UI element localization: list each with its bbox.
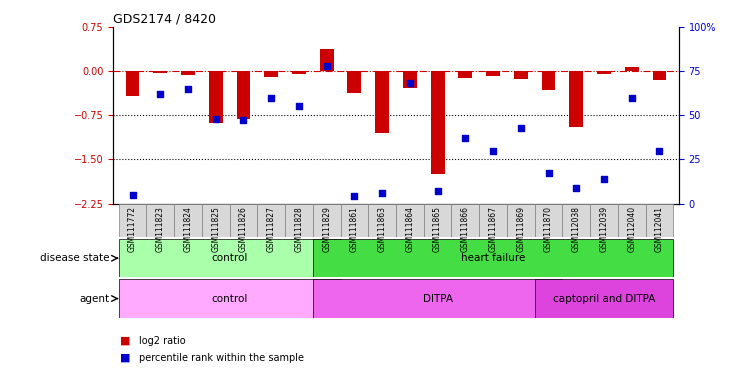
Bar (313, 280, 562, 318)
Point (542, 170, 554, 177)
Bar (313, 204, 341, 237)
Bar (542, 71, 556, 90)
Text: captopril and DITPA: captopril and DITPA (553, 293, 656, 304)
Bar (486, 71, 500, 76)
Point (182, 86, 194, 92)
Text: GSM112041: GSM112041 (655, 206, 664, 252)
Bar (119, 204, 147, 237)
Text: GSM112039: GSM112039 (599, 206, 609, 252)
Bar (645, 204, 673, 237)
Point (238, 118, 250, 124)
Bar (423, 204, 451, 237)
Point (293, 103, 305, 109)
Bar (534, 204, 562, 237)
Bar (258, 204, 285, 237)
Bar (230, 204, 258, 237)
Bar (507, 204, 534, 237)
Text: GSM111824: GSM111824 (183, 206, 193, 252)
Text: percentile rank within the sample: percentile rank within the sample (139, 353, 304, 363)
Text: disease state: disease state (40, 253, 110, 263)
Point (377, 190, 388, 196)
Text: GSM111825: GSM111825 (211, 206, 220, 252)
Bar (431, 71, 445, 174)
Point (431, 188, 443, 194)
Bar (369, 204, 396, 237)
Point (127, 192, 139, 198)
Bar (569, 71, 583, 127)
Bar (292, 71, 306, 74)
Text: GSM111863: GSM111863 (377, 206, 387, 252)
Text: GSM111865: GSM111865 (433, 206, 442, 252)
Text: GSM111827: GSM111827 (266, 206, 276, 252)
Text: GSM111823: GSM111823 (155, 206, 165, 252)
Bar (209, 71, 223, 123)
Text: log2 ratio: log2 ratio (139, 336, 185, 346)
Bar (479, 204, 507, 237)
Text: GSM111870: GSM111870 (544, 206, 553, 252)
Text: GSM111866: GSM111866 (461, 206, 470, 252)
Bar (653, 71, 666, 80)
Text: control: control (212, 253, 247, 263)
Bar (590, 204, 618, 237)
Bar (625, 67, 639, 71)
Bar (597, 71, 611, 74)
Text: ■: ■ (120, 353, 131, 363)
Point (626, 94, 637, 101)
Text: GSM112040: GSM112040 (627, 206, 637, 252)
Bar (514, 71, 528, 79)
Point (404, 80, 415, 86)
Point (598, 176, 610, 182)
Text: GSM111869: GSM111869 (516, 206, 526, 252)
Bar (313, 239, 673, 277)
Text: DITPA: DITPA (423, 293, 453, 304)
Point (487, 147, 499, 154)
Point (653, 147, 665, 154)
Bar (174, 204, 202, 237)
Text: heart failure: heart failure (461, 253, 526, 263)
Point (210, 116, 222, 122)
Bar (618, 204, 645, 237)
Text: ■: ■ (120, 336, 131, 346)
Point (349, 194, 361, 200)
Bar (181, 71, 195, 74)
Text: GSM111867: GSM111867 (488, 206, 498, 252)
Text: GSM111826: GSM111826 (239, 206, 248, 252)
Bar (119, 239, 341, 277)
Bar (396, 204, 423, 237)
Bar (403, 71, 417, 88)
Bar (153, 71, 167, 73)
Bar (119, 280, 341, 318)
Bar (264, 71, 278, 77)
Point (266, 94, 277, 101)
Bar (458, 71, 472, 78)
Bar (320, 49, 334, 71)
Bar (285, 204, 313, 237)
Text: GSM111829: GSM111829 (322, 206, 331, 252)
Bar (341, 204, 369, 237)
Bar (562, 204, 590, 237)
Point (515, 124, 526, 131)
Bar (347, 71, 361, 93)
Text: GSM111864: GSM111864 (405, 206, 415, 252)
Bar (237, 71, 250, 119)
Bar (126, 71, 139, 96)
Point (155, 91, 166, 97)
Bar (451, 204, 479, 237)
Text: GSM111828: GSM111828 (294, 206, 304, 252)
Text: GSM111861: GSM111861 (350, 206, 359, 252)
Point (321, 63, 333, 69)
Text: GSM111772: GSM111772 (128, 206, 137, 252)
Bar (534, 280, 673, 318)
Text: agent: agent (80, 293, 109, 304)
Text: GDS2174 / 8420: GDS2174 / 8420 (113, 13, 216, 26)
Text: GSM112038: GSM112038 (572, 206, 581, 252)
Bar (375, 71, 389, 133)
Point (570, 185, 582, 191)
Text: control: control (212, 293, 247, 304)
Point (459, 135, 471, 141)
Bar (147, 204, 174, 237)
Bar (202, 204, 230, 237)
